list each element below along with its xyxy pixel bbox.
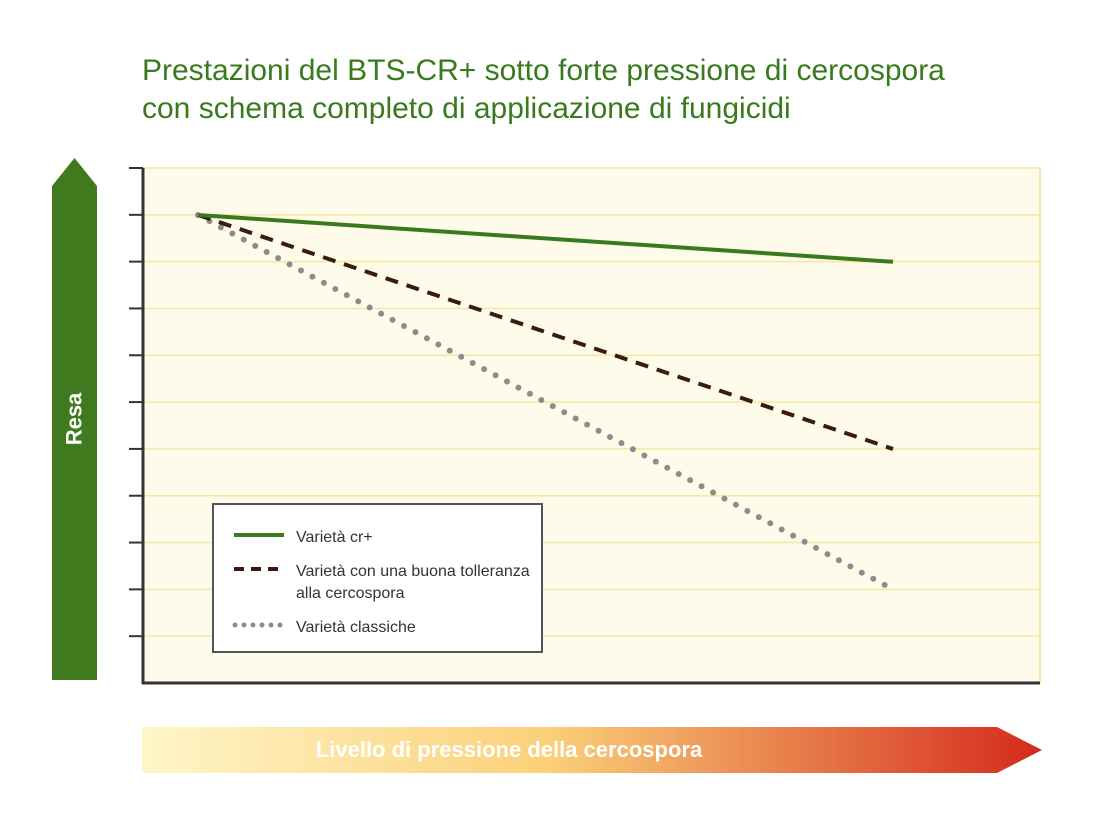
legend: Varietà cr+ Varietà con una buona toller… — [212, 503, 543, 653]
y-axis-arrow — [52, 158, 97, 680]
legend-swatch-dashed — [234, 567, 284, 571]
legend-item-classic: Varietà classiche — [232, 617, 536, 639]
legend-swatch-dotted — [232, 622, 286, 628]
legend-label: Varietà cr+ — [296, 529, 373, 546]
chart-title-line-1: Prestazioni del BTS-CR+ sotto forte pres… — [142, 54, 945, 87]
legend-item-good-tolerance: Varietà con una buona tolleranza alla ce… — [232, 561, 536, 605]
chart-title-line-2: con schema completo di applicazione di f… — [142, 92, 791, 125]
series-line-cr-plus — [197, 213, 894, 264]
legend-swatch-solid — [234, 533, 284, 537]
x-axis-arrow — [142, 727, 1042, 773]
legend-item-cr-plus: Varietà cr+ — [232, 527, 536, 549]
series-line-good-tolerance — [197, 213, 894, 451]
chart-title: Prestazioni del BTS-CR+ sotto forte pres… — [142, 52, 1042, 128]
series-line-classic — [195, 212, 896, 593]
legend-label: Varietà con una buona tolleranza alla ce… — [296, 563, 530, 602]
axes — [129, 167, 1040, 685]
legend-label: Varietà classiche — [296, 619, 416, 636]
series-lines — [195, 212, 896, 593]
